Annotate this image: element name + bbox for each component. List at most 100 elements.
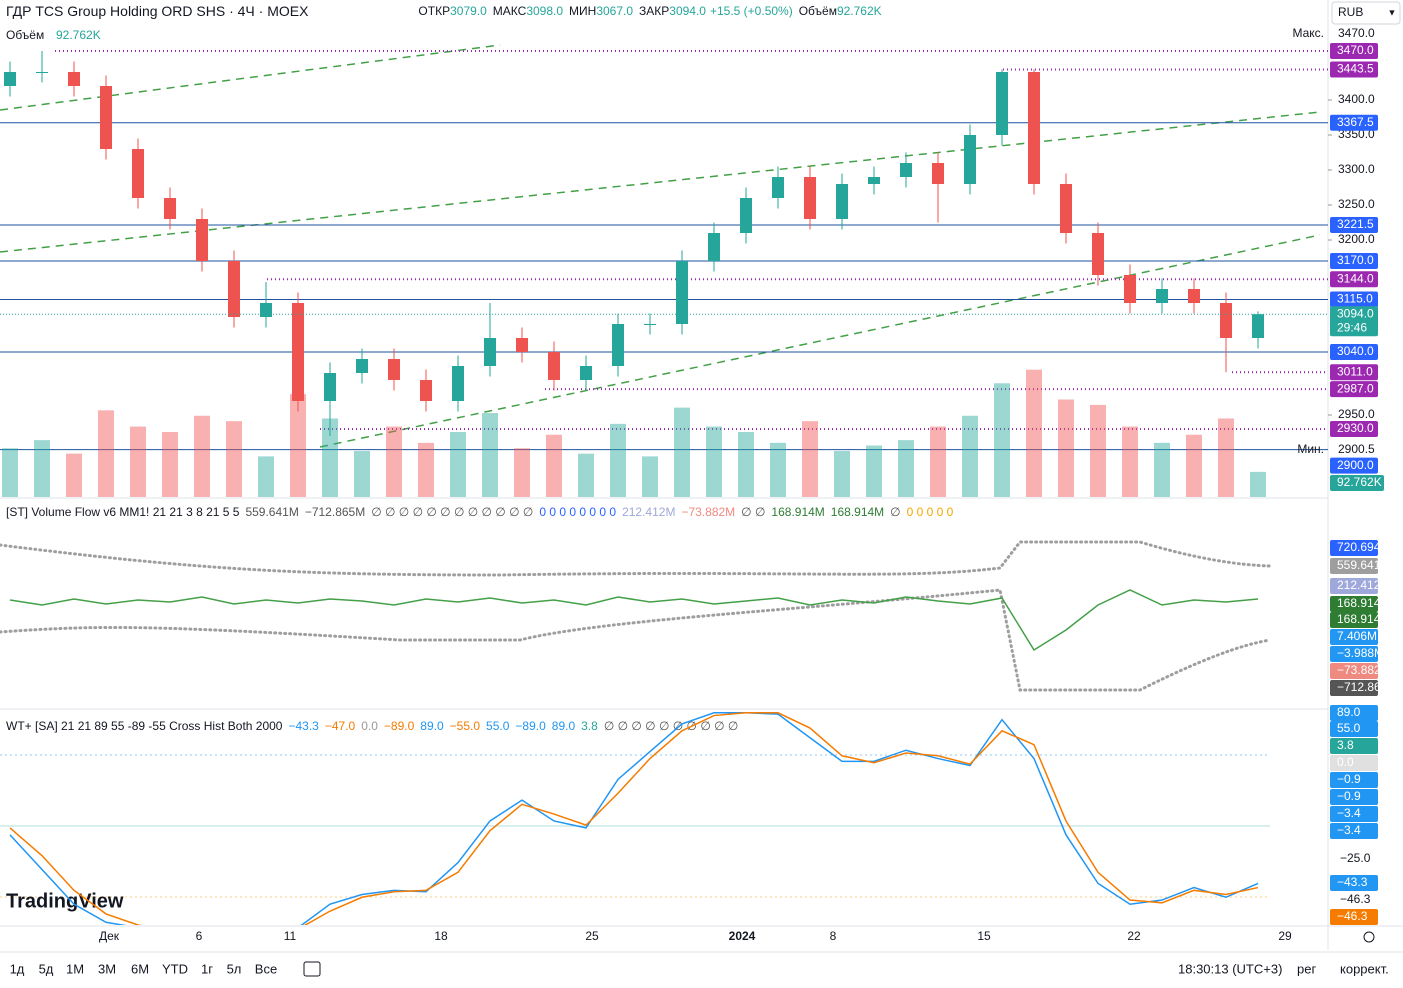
range-button[interactable]: 1д [10, 961, 25, 976]
flow-badge-text: 7.406M [1337, 629, 1377, 643]
legend-value: 3.8 [581, 719, 598, 733]
candle-body [676, 261, 688, 324]
x-tick-label: 15 [977, 929, 991, 943]
candle-body [804, 177, 816, 219]
flow-badge [1330, 578, 1378, 594]
volume-bar [194, 415, 210, 497]
volume-bar [834, 450, 850, 497]
field-value: 3067.0 [596, 4, 633, 18]
legend-value: −47.0 [325, 719, 356, 733]
volume-legend-value: 92.762K [56, 28, 101, 42]
candle-body [580, 366, 592, 380]
volume-bar [610, 423, 626, 497]
candle-body [100, 86, 112, 149]
candle-body [772, 177, 784, 198]
legend-value: −89.0 [384, 719, 415, 733]
wt-badge-text: −3.4 [1337, 823, 1361, 837]
currency-select[interactable] [1331, 1, 1401, 25]
volume-bar [1122, 426, 1138, 497]
level-badge-text: 3367.5 [1337, 115, 1374, 129]
settings-icon[interactable] [1363, 931, 1375, 943]
volume-bar [34, 440, 50, 497]
candle-body [4, 72, 16, 86]
volume-bar [994, 383, 1010, 497]
wt-line [9, 712, 1259, 925]
candle-body [964, 135, 976, 184]
wt-badge [1330, 806, 1378, 822]
field-label: ЗАКР [639, 4, 669, 18]
volume-bar [450, 432, 466, 497]
level-badge-text: 3470.0 [1337, 43, 1374, 57]
level-badge-text: 2930.0 [1337, 421, 1374, 435]
volume-bar [418, 442, 434, 497]
x-tick-label: 6 [196, 929, 203, 943]
flow-badge-text: −73.882M [1337, 663, 1391, 677]
indicator-title: WT+ [SA] 21 21 89 55 -89 -55 Cross Hist … [6, 719, 283, 733]
flow-badge [1330, 558, 1378, 574]
level-badge-text: 3170.0 [1337, 253, 1374, 267]
candle-body [516, 338, 528, 352]
volume-bar [546, 434, 562, 497]
volume-bar [98, 410, 114, 497]
currency: RUB [1338, 5, 1363, 19]
wt-badge-text: −43.3 [1337, 875, 1368, 889]
y-tick-label: 3300.0 [1338, 162, 1375, 176]
wt-line [9, 712, 1259, 925]
volume-bar [770, 442, 786, 497]
x-tick-label: Дек [99, 929, 120, 943]
flow-badge [1330, 646, 1378, 662]
volume-bar [2, 448, 18, 497]
range-button[interactable]: Все [255, 961, 277, 976]
candle-body [1124, 275, 1136, 303]
volume-bar [1026, 369, 1042, 497]
range-button[interactable]: 1г [201, 961, 213, 976]
date-range-icon[interactable] [303, 961, 321, 977]
candle-body [228, 261, 240, 317]
level-badge-text: 3221.5 [1337, 217, 1374, 231]
volume-bar [1186, 434, 1202, 497]
candle-body [452, 366, 464, 401]
volume-bar [930, 426, 946, 497]
range-button[interactable]: 5д [39, 961, 54, 976]
y-tick-label: 3200.0 [1338, 232, 1375, 246]
flow-badge-text: 212.412M [1337, 578, 1390, 592]
field-label: МИН [569, 4, 596, 18]
range-button[interactable]: 5л [227, 961, 242, 976]
flow-badge-text: 720.694M [1337, 540, 1390, 554]
session[interactable]: рег [1297, 961, 1316, 976]
range-button[interactable]: 3М [98, 961, 116, 976]
candle-body [1092, 233, 1104, 275]
candle-body [1060, 184, 1072, 233]
legend-value: −55.0 [450, 719, 481, 733]
legend-value: 0 0 0 0 0 [907, 505, 954, 519]
adjust[interactable]: коррект. [1340, 961, 1389, 976]
candle-body [1156, 289, 1168, 303]
volume-bar [66, 453, 82, 497]
range-button[interactable]: 6М [131, 961, 149, 976]
candle-body [388, 359, 400, 380]
candle-body [324, 373, 336, 401]
min-label: Мин. [1297, 442, 1324, 456]
range-button[interactable]: YTD [162, 961, 188, 976]
level-badge-text: 3144.0 [1337, 271, 1374, 285]
level-badge [1330, 253, 1378, 269]
legend-value: −712.865M [305, 505, 365, 519]
volume-badge-text: 92.762K [1337, 475, 1382, 489]
legend-value: 0 0 0 0 0 0 0 0 [539, 505, 616, 519]
wt-badge-text: 55.0 [1337, 721, 1361, 735]
volume-bar [482, 413, 498, 497]
candle-body [932, 163, 944, 184]
candle-body [644, 324, 656, 325]
level-badge-text: 3040.0 [1337, 344, 1374, 358]
volume-badge [1330, 475, 1384, 491]
range-button[interactable]: 1М [66, 961, 84, 976]
candle-body [164, 198, 176, 219]
legend-value: ∅ ∅ [741, 505, 765, 519]
wt-badge-text: −3.4 [1337, 806, 1361, 820]
volume-bar [290, 394, 306, 497]
header: ГДР TCS Group Holding ORD SHS · 4Ч · MOE… [6, 3, 882, 19]
level-badge-text: 3011.0 [1337, 364, 1373, 378]
clock: 18:30:13 (UTC+3) [1178, 961, 1282, 976]
